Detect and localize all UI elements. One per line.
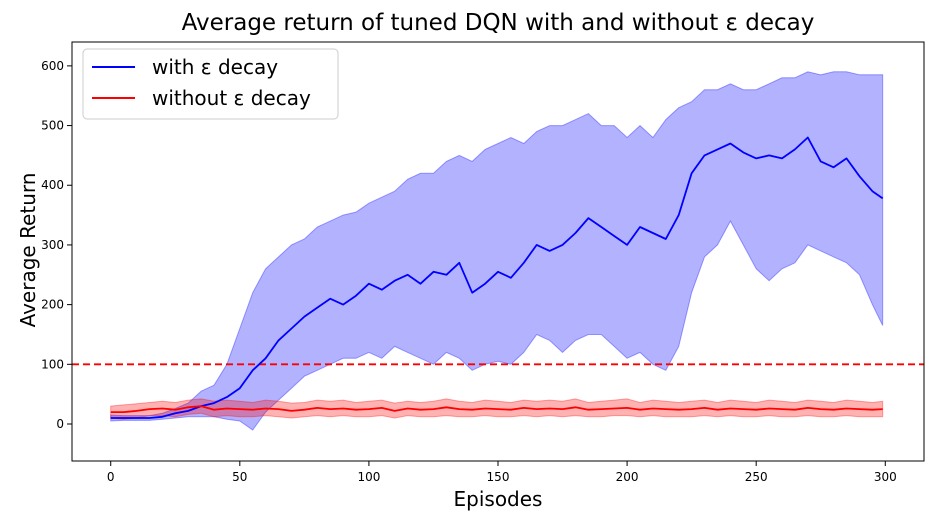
y-axis-label: Average Return bbox=[16, 173, 40, 328]
series-line-with-decay bbox=[110, 136, 884, 419]
legend: with ε decay without ε decay bbox=[82, 48, 339, 120]
band-with-decay bbox=[110, 71, 884, 431]
y-tick-label: 100 bbox=[41, 357, 64, 371]
x-axis-label: Episodes bbox=[454, 487, 543, 511]
x-tick-label: 0 bbox=[107, 470, 115, 484]
y-tick-label: 300 bbox=[41, 238, 64, 252]
series-lines bbox=[110, 136, 884, 419]
legend-box bbox=[82, 48, 339, 120]
x-tick-label: 100 bbox=[357, 470, 380, 484]
confidence-bands bbox=[110, 71, 884, 431]
y-tick-label: 500 bbox=[41, 119, 64, 133]
series-line-without-decay bbox=[110, 405, 883, 414]
x-tick-label: 150 bbox=[487, 470, 510, 484]
y-tick-label: 0 bbox=[56, 417, 64, 431]
y-tick-label: 400 bbox=[41, 178, 64, 192]
x-tick-label: 50 bbox=[232, 470, 247, 484]
chart-title: Average return of tuned DQN with and wit… bbox=[182, 10, 815, 36]
x-tick-label: 200 bbox=[616, 470, 639, 484]
y-tick-label: 600 bbox=[41, 59, 64, 73]
legend-label-with-decay: with ε decay bbox=[152, 55, 278, 79]
legend-label-without-decay: without ε decay bbox=[152, 86, 311, 110]
axes: 0 50 100 150 200 250 300 0 100 200 300 400 500 600 bbox=[41, 41, 925, 484]
x-tick-label: 250 bbox=[745, 470, 768, 484]
y-tick-label: 200 bbox=[41, 298, 64, 312]
x-tick-label: 300 bbox=[874, 470, 897, 484]
